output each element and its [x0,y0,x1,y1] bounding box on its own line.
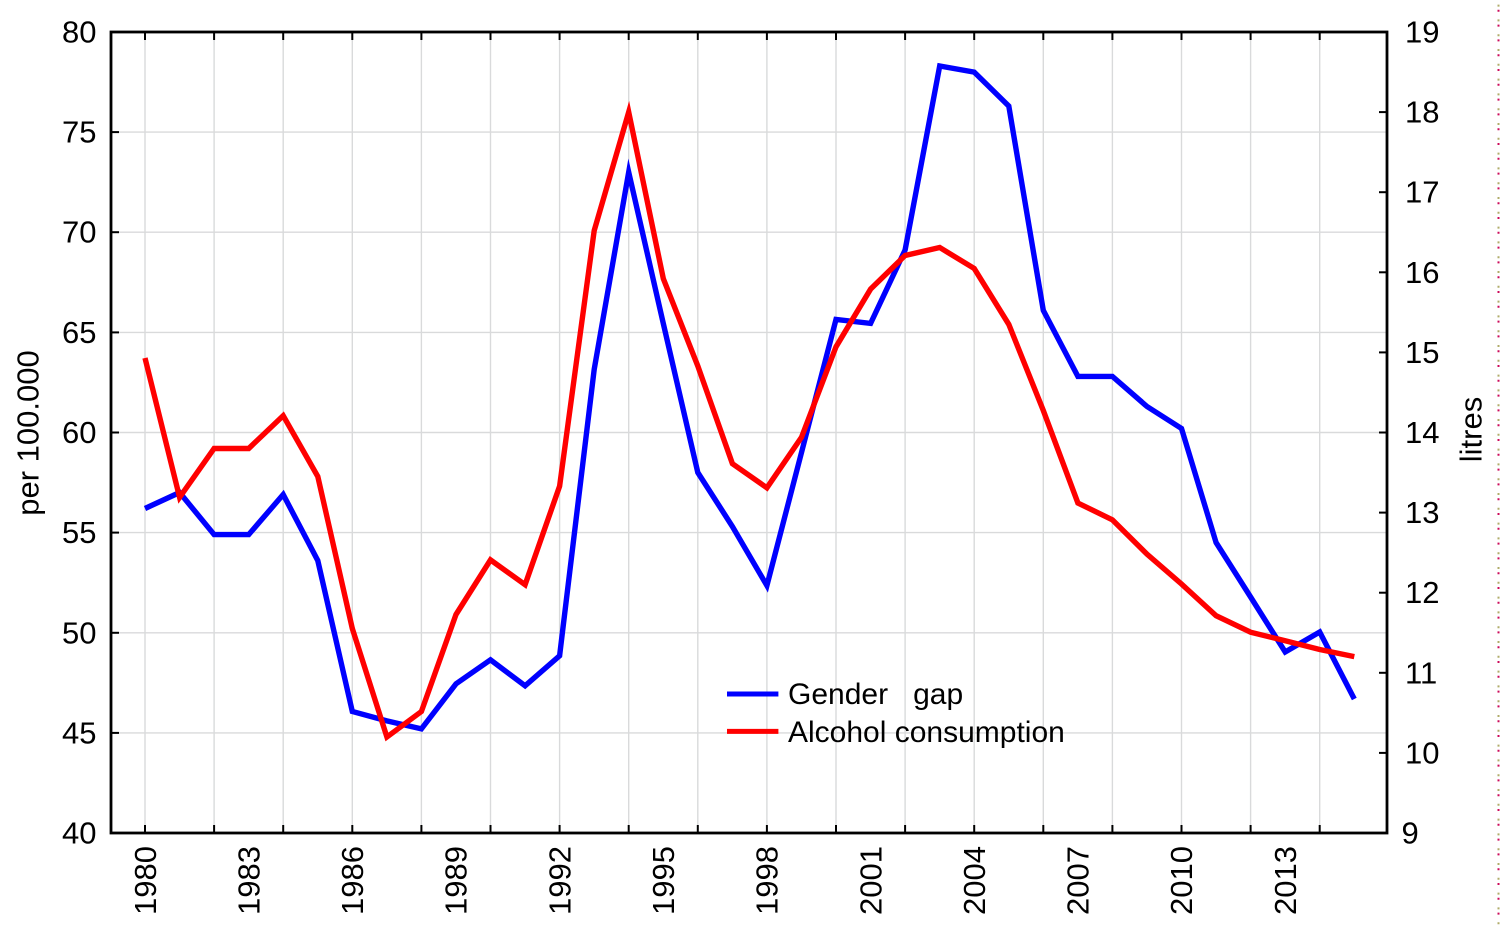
svg-text:1998: 1998 [750,846,785,915]
svg-text:litres: litres [1454,397,1489,462]
svg-text:14: 14 [1405,415,1439,450]
svg-text:1986: 1986 [335,846,370,915]
svg-text:55: 55 [62,515,96,550]
svg-text:Gender gap: Gender gap [788,678,963,711]
svg-text:1983: 1983 [231,846,266,915]
svg-text:Alcohol consumption: Alcohol consumption [788,716,1065,749]
svg-text:9: 9 [1402,816,1419,851]
svg-text:10: 10 [1405,735,1439,770]
svg-text:2004: 2004 [957,846,992,915]
svg-text:50: 50 [62,615,96,650]
svg-text:70: 70 [62,215,96,250]
svg-text:60: 60 [62,415,96,450]
svg-text:19: 19 [1405,15,1439,50]
svg-text:75: 75 [62,115,96,150]
svg-text:2001: 2001 [853,846,888,915]
svg-text:45: 45 [62,715,96,750]
svg-text:1992: 1992 [542,846,577,915]
svg-text:1995: 1995 [646,846,681,915]
svg-text:2010: 2010 [1164,846,1199,915]
svg-text:12: 12 [1405,575,1439,610]
svg-text:2007: 2007 [1061,846,1096,915]
svg-text:16: 16 [1405,255,1439,290]
svg-text:65: 65 [62,315,96,350]
svg-text:13: 13 [1405,495,1439,530]
svg-text:1980: 1980 [128,846,163,915]
svg-text:15: 15 [1405,335,1439,370]
svg-text:2013: 2013 [1268,846,1303,915]
svg-text:1989: 1989 [439,846,474,915]
svg-text:17: 17 [1405,175,1439,210]
svg-text:80: 80 [62,15,96,50]
svg-text:per 100.000: per 100.000 [11,350,46,515]
svg-text:40: 40 [62,816,96,851]
svg-text:11: 11 [1405,655,1437,690]
svg-text:18: 18 [1405,95,1439,130]
